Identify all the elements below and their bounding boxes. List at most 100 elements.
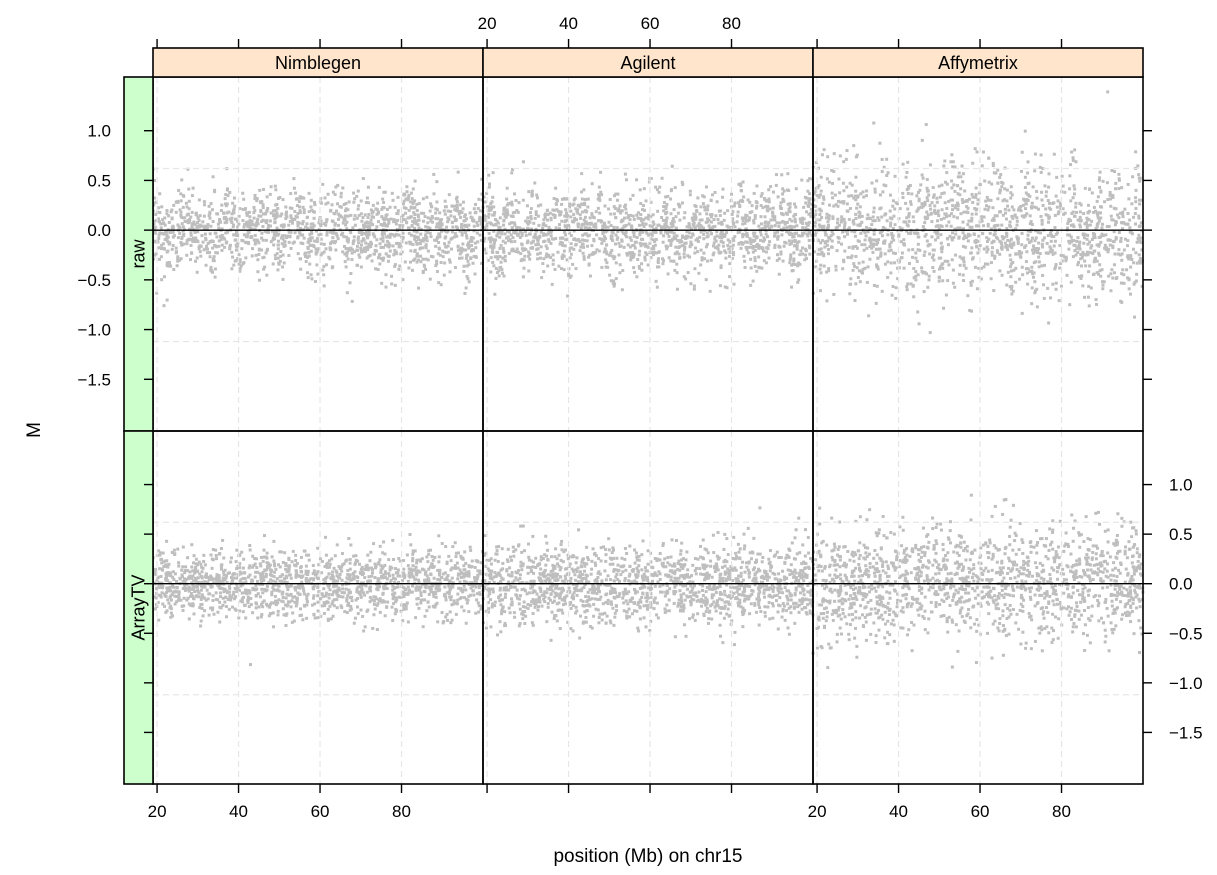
data-point (355, 216, 359, 220)
data-point (939, 241, 943, 245)
data-point (797, 234, 801, 238)
data-point (632, 266, 636, 270)
data-point (493, 217, 497, 221)
data-point (214, 578, 218, 582)
data-point (818, 207, 822, 211)
data-point (1076, 251, 1080, 255)
data-point (603, 224, 607, 228)
data-point (392, 580, 396, 584)
data-point (347, 248, 351, 252)
data-point (1092, 272, 1096, 276)
data-point (495, 233, 499, 237)
data-point (872, 206, 876, 210)
data-point (939, 265, 943, 269)
data-point (1011, 260, 1015, 264)
data-point (263, 229, 267, 233)
data-point (671, 219, 675, 223)
data-point (1101, 179, 1105, 183)
data-point (612, 284, 616, 288)
data-point (199, 224, 203, 228)
data-point (1035, 189, 1039, 193)
data-point (1099, 235, 1103, 239)
data-point (269, 211, 273, 215)
data-point (310, 230, 314, 234)
data-point (709, 198, 713, 202)
data-point (342, 218, 346, 222)
data-point (942, 191, 946, 195)
data-point (1092, 205, 1096, 209)
data-point (875, 284, 879, 288)
data-point (826, 223, 830, 227)
data-point (800, 178, 804, 182)
data-point (681, 183, 685, 187)
data-point (309, 273, 313, 277)
data-point (646, 245, 650, 249)
data-point (1019, 204, 1023, 208)
data-point (505, 208, 509, 212)
data-point (849, 277, 853, 281)
data-point (757, 265, 761, 269)
data-point (234, 231, 238, 235)
data-point (876, 256, 880, 260)
data-point (755, 201, 759, 205)
data-point (906, 160, 910, 164)
data-point (706, 220, 710, 224)
data-point (901, 195, 905, 199)
data-point (409, 233, 413, 237)
data-point (480, 261, 484, 265)
data-point (638, 241, 642, 245)
data-point (819, 241, 823, 245)
data-point (208, 232, 212, 236)
data-point (273, 220, 277, 224)
data-point (410, 268, 414, 272)
data-point (419, 211, 423, 215)
data-point (619, 220, 623, 224)
data-point (776, 235, 780, 239)
data-point (834, 203, 838, 207)
data-point (657, 223, 661, 227)
data-point (1006, 270, 1010, 274)
data-point (754, 235, 758, 239)
data-point (428, 209, 432, 213)
data-point (238, 580, 242, 584)
data-point (1033, 280, 1037, 284)
data-point (255, 219, 259, 223)
data-point (857, 261, 861, 265)
data-point (187, 237, 191, 241)
data-point (1077, 260, 1081, 264)
data-point (880, 234, 884, 238)
data-point (578, 249, 582, 253)
data-point (157, 233, 161, 237)
data-point (298, 226, 302, 230)
data-point (378, 610, 382, 614)
data-point (462, 269, 466, 273)
data-point (315, 572, 319, 576)
data-point (973, 206, 977, 210)
data-point (522, 258, 526, 262)
data-point (384, 252, 388, 256)
data-point (350, 299, 354, 303)
data-point (356, 263, 360, 267)
data-point (946, 259, 950, 263)
data-point (413, 237, 417, 241)
data-point (712, 251, 716, 255)
data-point (1113, 223, 1117, 227)
data-point (762, 259, 766, 263)
data-point (739, 199, 743, 203)
data-point (156, 584, 160, 588)
data-point (680, 240, 684, 244)
data-point (624, 203, 628, 207)
data-point (443, 571, 447, 575)
data-point (187, 187, 191, 191)
data-point (501, 256, 505, 260)
data-point (705, 235, 709, 239)
data-point (667, 226, 671, 230)
data-point (615, 237, 619, 241)
data-point (1035, 251, 1039, 255)
data-point (204, 236, 208, 240)
data-point (163, 216, 167, 220)
data-point (509, 214, 513, 218)
data-point (970, 279, 974, 283)
data-point (825, 212, 829, 216)
data-point (1120, 252, 1124, 256)
